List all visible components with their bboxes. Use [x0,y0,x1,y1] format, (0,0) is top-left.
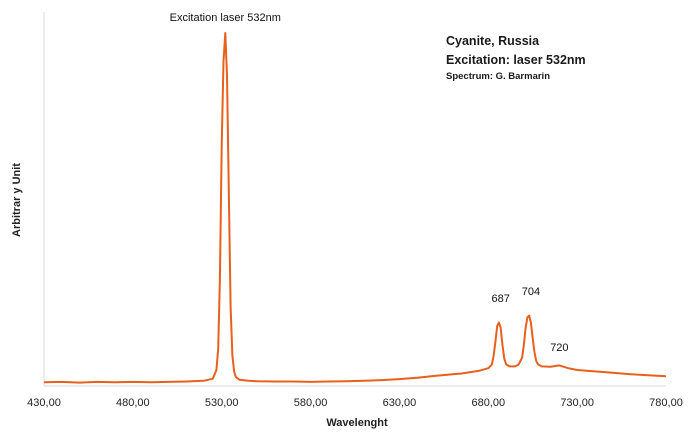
info-block: Cyanite, Russia Excitation: laser 532nm … [446,34,586,82]
x-tick-label: 580,00 [294,397,328,409]
x-tick-label: 630,00 [383,397,417,409]
x-tick-label: 730,00 [560,397,594,409]
x-tick-labels: 430,00 480,00 530,00 580,00 630,00 680,00 730,… [27,397,683,409]
x-tick-label: 680,00 [471,397,505,409]
y-axis-title: Arbitrar y Unit [11,163,23,237]
x-tick-label: 480,00 [116,397,150,409]
x-tick-label: 530,00 [205,397,239,409]
spectrum-line [43,32,667,384]
peak-label: Excitation laser 532nm [170,12,281,24]
peak-annotations: Excitation laser 532nm 687 704 720 [170,12,569,354]
x-axis-title: Wavelenght [326,417,388,429]
peak-label: 704 [522,286,540,298]
peak-label: 720 [550,342,568,354]
info-credit: Spectrum: G. Barmarin [446,71,550,82]
x-tick-label: 430,00 [27,397,61,409]
info-excitation: Excitation: laser 532nm [446,53,586,67]
peak-label: 687 [492,293,510,305]
x-tick-label: 780,00 [649,397,683,409]
axes [43,12,666,387]
info-title: Cyanite, Russia [446,34,540,48]
